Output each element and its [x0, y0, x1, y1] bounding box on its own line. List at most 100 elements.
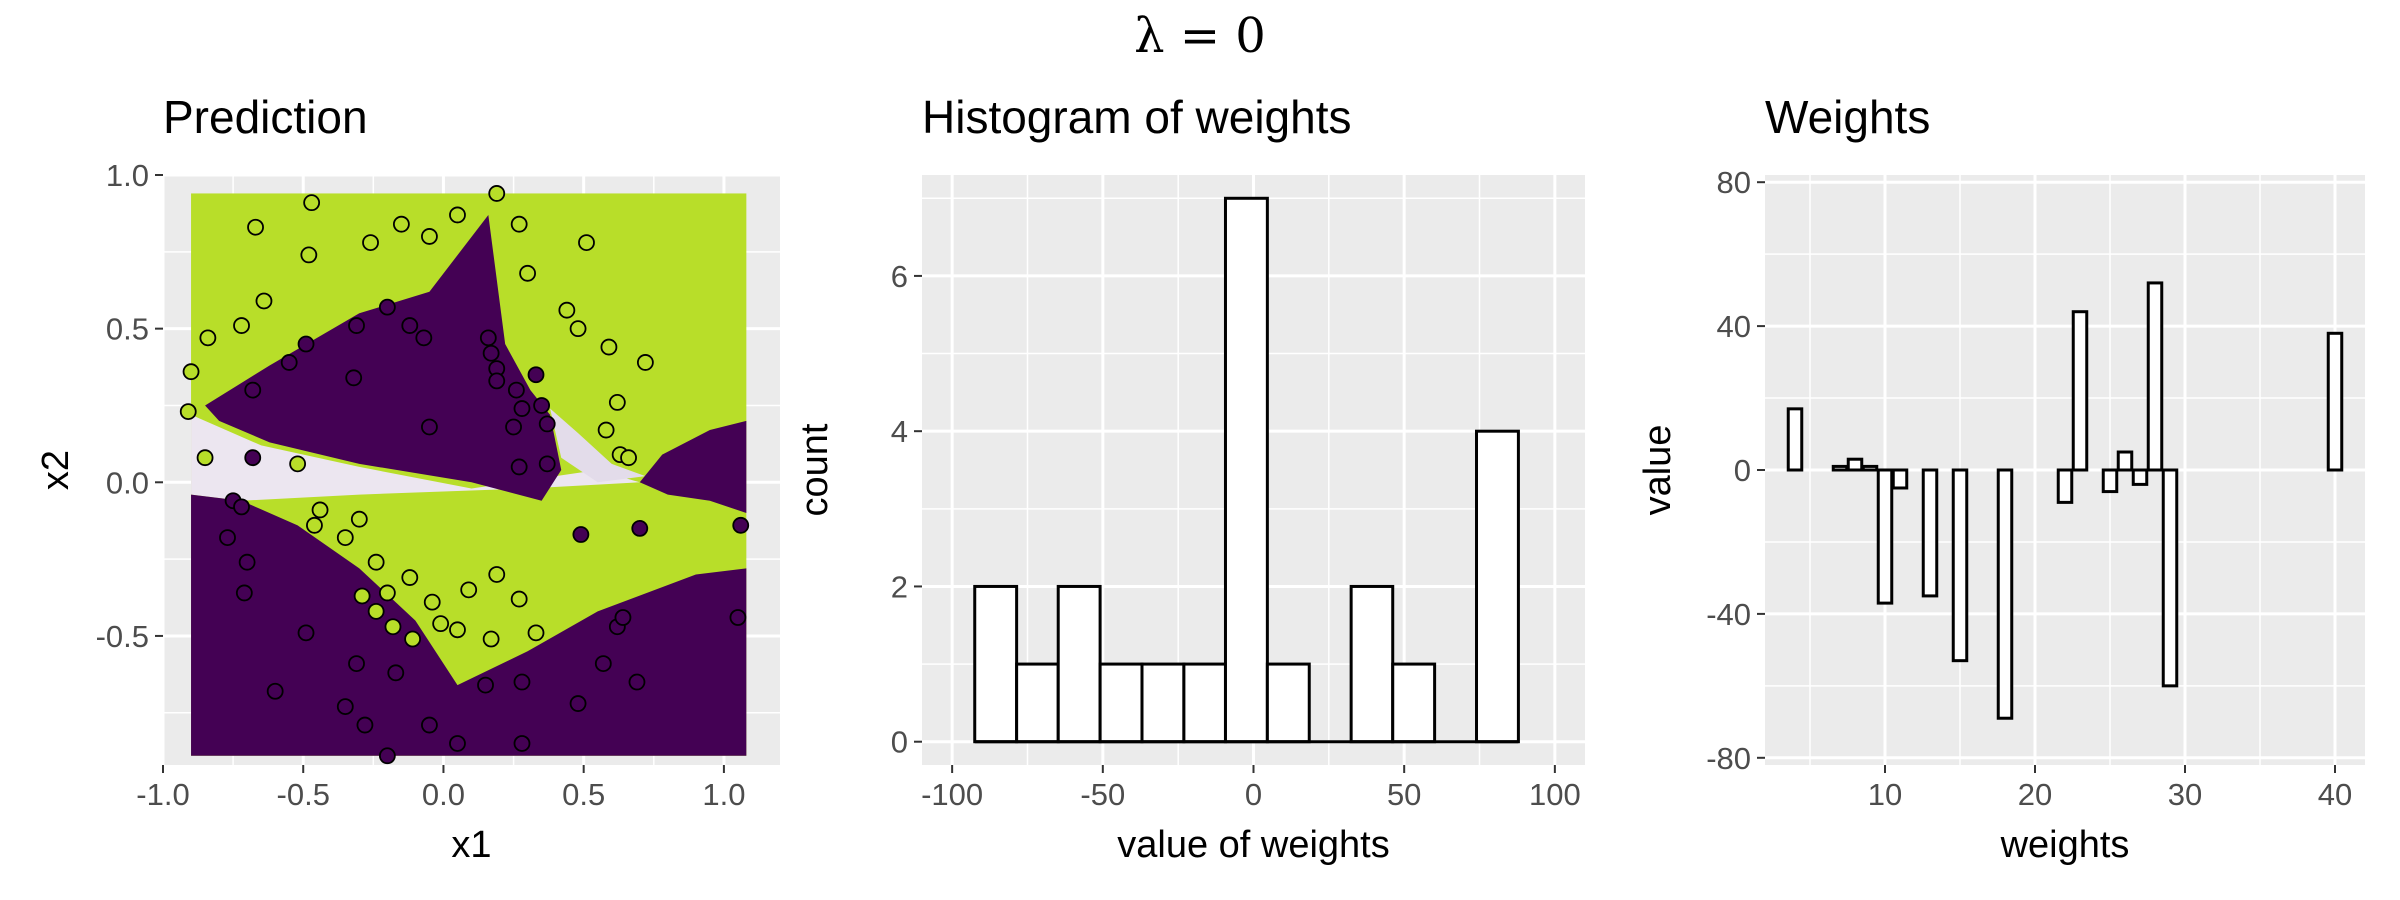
weight-bar: [1861, 464, 1879, 472]
y-tick-label: 0: [891, 725, 908, 760]
data-point: [350, 510, 368, 528]
weight-bar: [1786, 407, 1804, 472]
data-point: [488, 372, 506, 390]
data-point: [614, 609, 632, 626]
data-point: [513, 735, 531, 752]
weight-bar: [1951, 468, 1969, 663]
data-point: [196, 449, 214, 467]
data-point: [608, 393, 626, 411]
weight-bar: [1921, 468, 1939, 598]
y-tick-label: -40: [1706, 597, 1751, 632]
y-axis-label: count: [794, 423, 836, 516]
y-tick-label: 80: [1717, 165, 1751, 200]
histogram-bar: [1098, 662, 1144, 744]
data-point: [732, 516, 750, 534]
data-point: [597, 421, 615, 439]
y-tick-label: 6: [891, 259, 908, 294]
x-axis-label: weights: [2000, 824, 2130, 866]
data-point: [423, 593, 441, 611]
data-point: [449, 206, 466, 224]
data-point: [179, 403, 197, 421]
data-point: [392, 215, 410, 233]
data-point: [729, 609, 747, 626]
data-point: [311, 501, 329, 519]
data-point: [378, 747, 396, 765]
data-point: [348, 317, 365, 334]
data-point: [235, 584, 253, 602]
weight-bar: [2146, 281, 2164, 472]
data-point: [479, 329, 497, 347]
data-point: [378, 298, 396, 316]
panel-1: -1.0 -0.5 0.0 0.5 1.0 -0.5 0.0 0.5 1.0 x1 x2 Predic…: [35, 91, 780, 866]
region-purple-upper: [205, 214, 562, 501]
data-point: [244, 449, 262, 467]
weight-bar: [2326, 331, 2344, 472]
data-point: [289, 455, 307, 473]
weight-bar: [1891, 468, 1909, 490]
y-tick-label: 1.0: [106, 158, 149, 193]
data-point: [482, 344, 500, 362]
data-point: [266, 682, 284, 700]
transition-band: [550, 408, 646, 483]
x-tick-label: 0.5: [562, 777, 605, 812]
x-axis-label: x1: [451, 824, 491, 866]
data-points: [179, 185, 750, 765]
panel-title: Weights: [1765, 91, 1930, 143]
data-point: [507, 381, 525, 399]
data-point: [538, 455, 556, 473]
x-axis-label: value of weights: [1117, 824, 1390, 866]
data-point: [449, 621, 466, 639]
data-point: [247, 218, 264, 236]
histogram-bar: [1140, 662, 1186, 744]
histogram-bar: [1015, 662, 1060, 744]
x-tick-label: 1.0: [702, 777, 745, 812]
data-point: [432, 615, 450, 633]
data-point: [569, 320, 587, 338]
data-point: [353, 587, 371, 605]
region-purple-right: [639, 420, 747, 514]
weight-bar: [1846, 457, 1864, 472]
data-point: [336, 529, 354, 547]
data-point: [384, 618, 402, 636]
data-point: [348, 655, 365, 672]
data-point: [362, 234, 379, 252]
y-tick-label: 0.0: [106, 465, 149, 500]
x-tick-label: 30: [2168, 777, 2202, 812]
data-point: [527, 624, 545, 642]
region-purple-lower: [191, 494, 747, 756]
x-tick-label: 40: [2318, 777, 2352, 812]
histogram-bar: [1349, 584, 1395, 744]
data-point: [238, 553, 256, 571]
data-point: [538, 415, 556, 433]
data-point: [569, 695, 587, 712]
x-tick-label: 100: [1529, 777, 1581, 812]
data-point: [401, 569, 419, 586]
panel-2: -100 -50 0 50 100 0 2 4 6 value of weights count Hi…: [794, 91, 1585, 866]
data-point: [558, 301, 576, 319]
histogram-bar: [1265, 662, 1311, 744]
x-tick-label: -0.5: [277, 777, 330, 812]
x-tick-label: 20: [2018, 777, 2052, 812]
data-point: [594, 655, 612, 672]
data-point: [482, 630, 500, 648]
data-point: [182, 363, 200, 381]
data-point: [306, 516, 323, 534]
data-point: [510, 590, 528, 608]
data-point: [233, 317, 250, 334]
data-point: [421, 228, 438, 245]
x-tick-label: 0.0: [422, 777, 465, 812]
data-point: [631, 519, 649, 537]
y-tick-label: 2: [891, 569, 908, 604]
data-point: [477, 676, 494, 694]
data-point: [421, 716, 438, 734]
weight-bar: [2101, 468, 2119, 494]
weight-bar: [2056, 468, 2074, 504]
data-point: [378, 584, 396, 602]
histogram-bar: [1056, 584, 1102, 744]
data-point: [345, 369, 363, 387]
data-point: [600, 338, 618, 356]
weight-bar: [1876, 468, 1894, 605]
data-point: [233, 498, 250, 516]
